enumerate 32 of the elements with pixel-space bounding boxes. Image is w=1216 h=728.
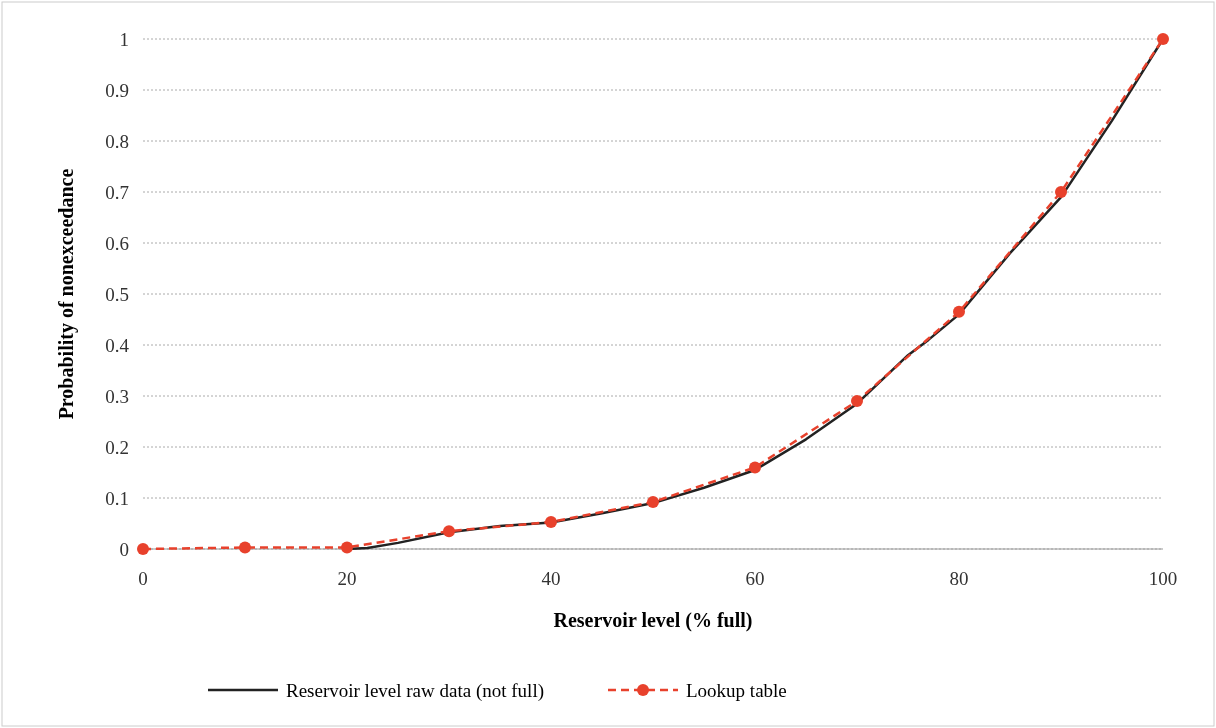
point <box>647 496 659 509</box>
x-tick-label: 100 <box>1148 568 1178 589</box>
point <box>953 305 965 318</box>
y-tick-label: 0.9 <box>105 79 129 101</box>
y-tick-label: 0.2 <box>105 436 129 458</box>
y-tick-label: 0.8 <box>105 130 129 152</box>
x-tick-label: 40 <box>541 568 561 589</box>
point <box>137 543 149 555</box>
y-axis-title: Probability of nonexceedance <box>55 168 78 420</box>
y-tick-label: 0 <box>119 538 129 560</box>
x-tick-label: 60 <box>745 568 765 589</box>
y-tick-label: 0.4 <box>105 334 130 356</box>
point <box>341 541 353 554</box>
x-tick-label: 80 <box>949 568 969 589</box>
y-tick-label: 0.3 <box>105 385 129 407</box>
point <box>545 515 557 528</box>
point <box>851 395 863 408</box>
y-tick-label: 0.1 <box>105 487 129 509</box>
x-tick-label: 20 <box>337 568 357 589</box>
y-tick-label: 0.5 <box>105 283 129 305</box>
point <box>1157 33 1169 45</box>
point <box>443 525 455 538</box>
x-tick-label: 0 <box>138 568 148 589</box>
x-axis-title: Reservoir level (% full) <box>553 609 753 632</box>
point <box>1055 186 1067 198</box>
point <box>239 541 251 554</box>
point <box>749 461 761 474</box>
y-tick-label: 1 <box>119 28 129 50</box>
legend-label: Reservoir level raw data (not full) <box>286 679 544 702</box>
y-tick-label: 0.7 <box>105 181 129 203</box>
legend-label: Lookup table <box>686 679 787 701</box>
y-tick-label: 0.6 <box>105 232 129 254</box>
